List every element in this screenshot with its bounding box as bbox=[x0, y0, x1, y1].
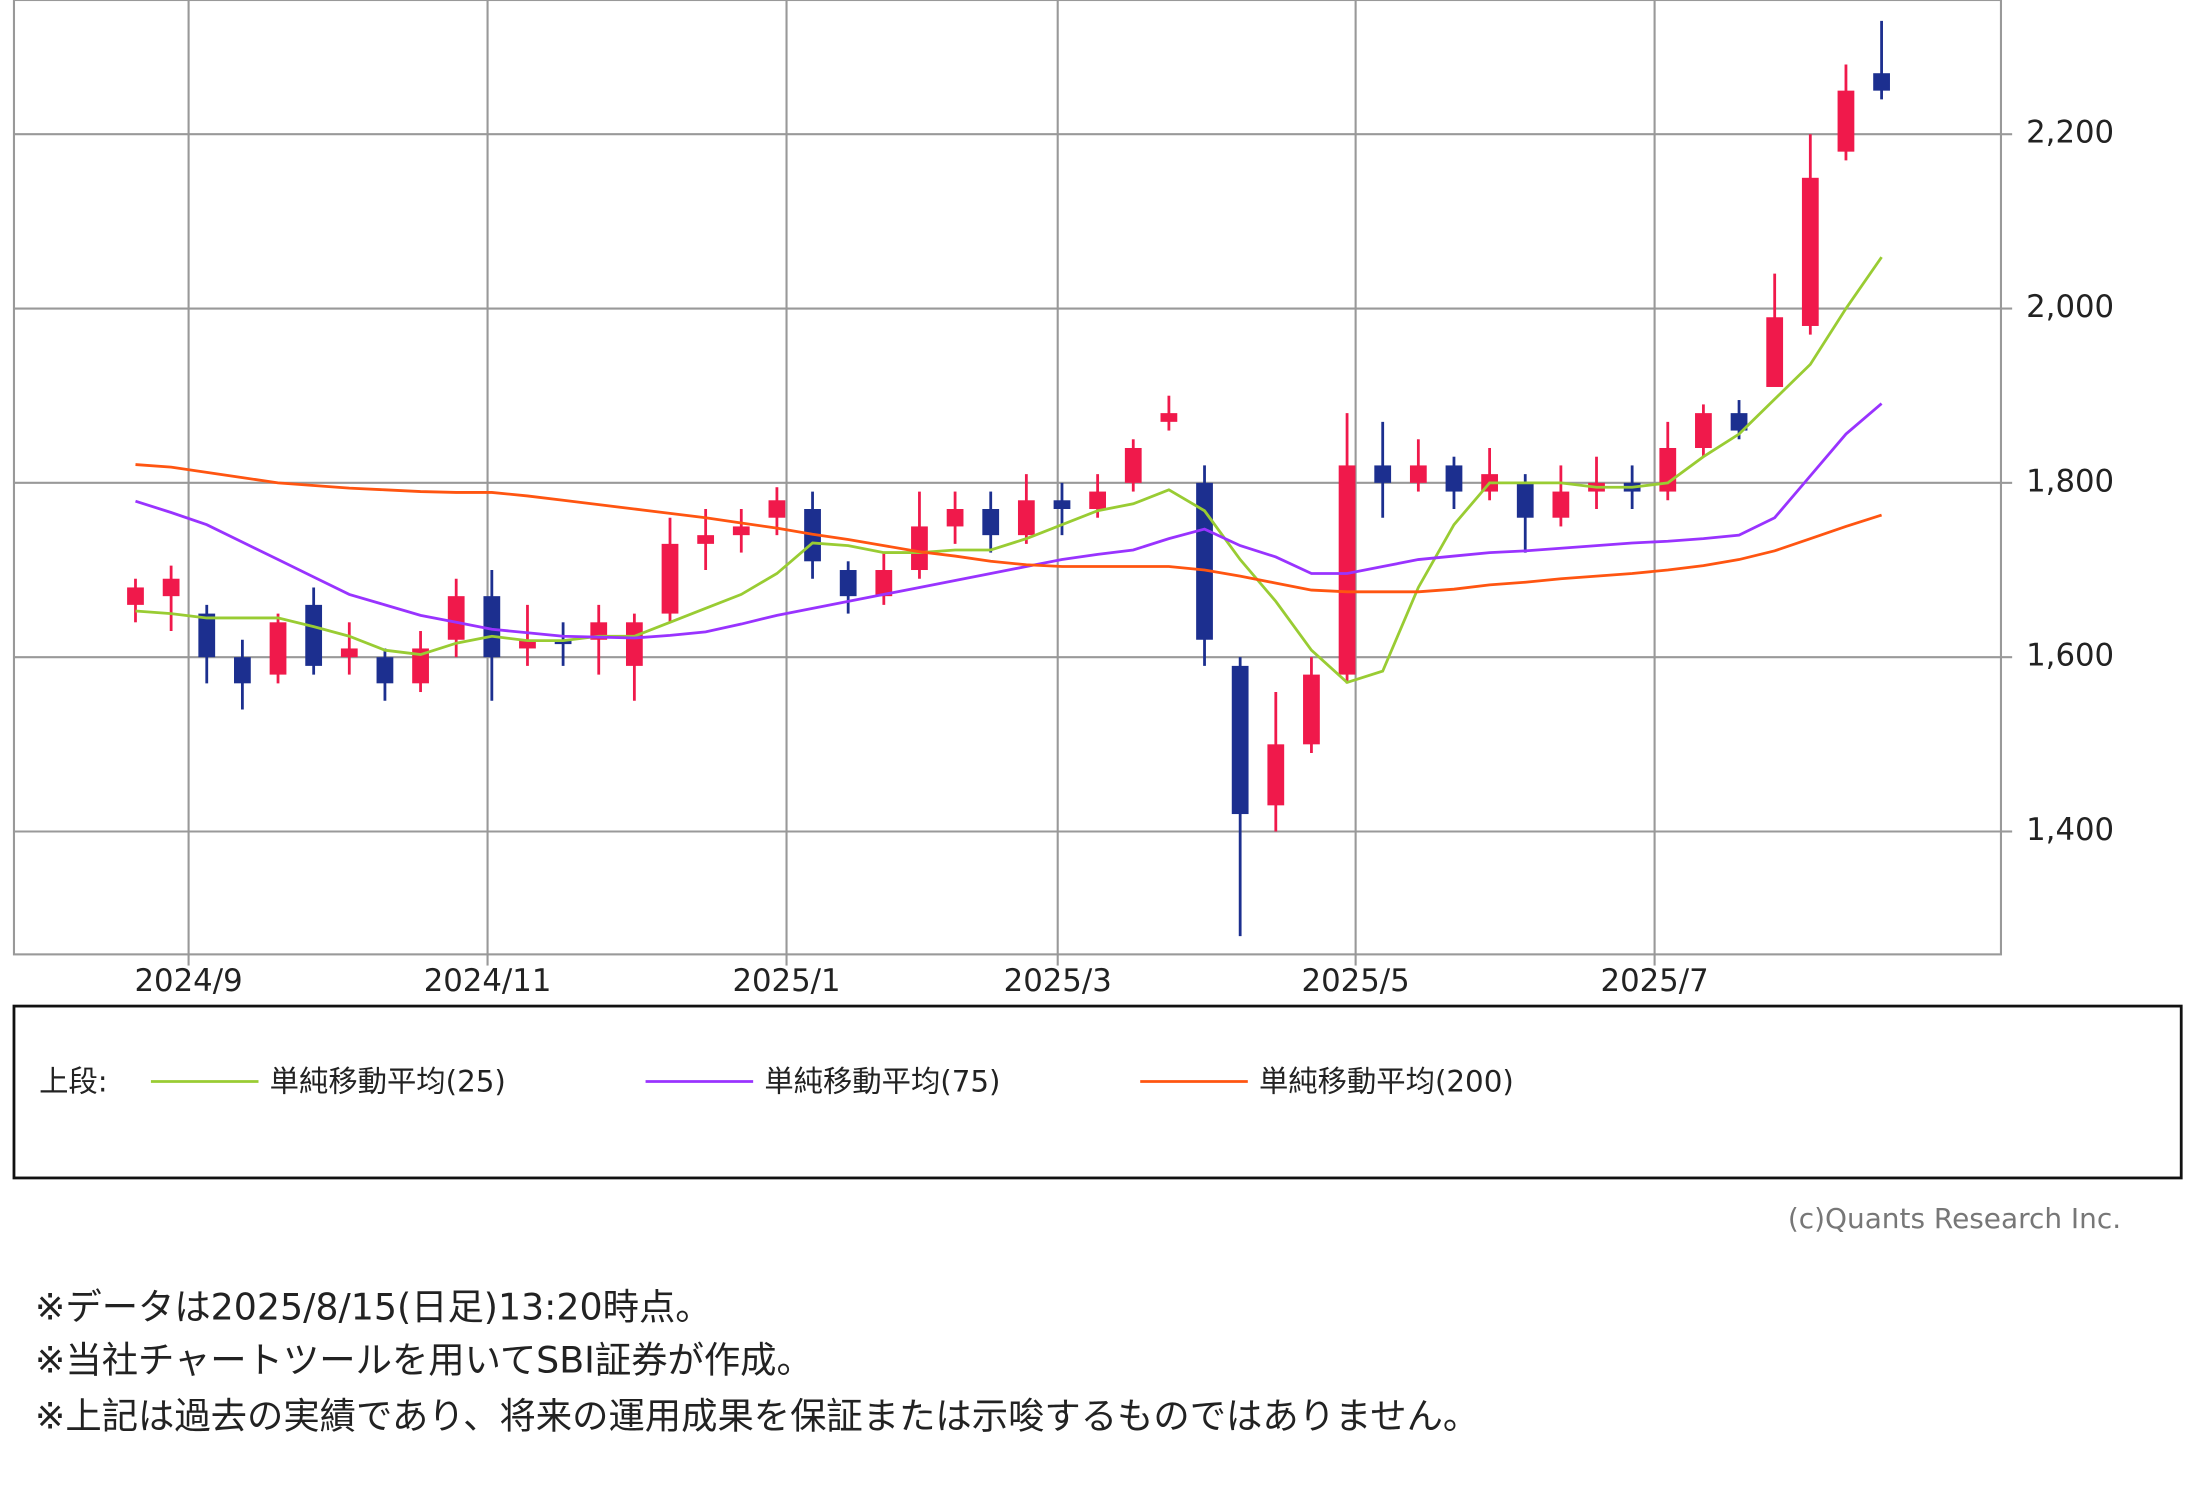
legend-label: 単純移動平均(25) bbox=[270, 1064, 506, 1098]
candle-body bbox=[127, 587, 144, 605]
candle-body bbox=[946, 509, 964, 527]
x-tick-label: 2025/1 bbox=[732, 963, 840, 999]
candle-body bbox=[1303, 674, 1320, 745]
y-tick-label: 1,800 bbox=[2026, 463, 2114, 499]
moving-average-line bbox=[135, 463, 1883, 594]
candle-body bbox=[447, 596, 465, 640]
candle-body bbox=[1017, 500, 1035, 536]
candle-body bbox=[269, 622, 287, 675]
candle-body bbox=[1766, 317, 1784, 387]
y-tick-label: 1,600 bbox=[2026, 638, 2114, 674]
candle-body bbox=[519, 639, 536, 649]
candle-body bbox=[625, 622, 643, 666]
y-tick-label: 2,000 bbox=[2026, 289, 2114, 325]
candle-body bbox=[1873, 73, 1890, 91]
x-tick-label: 2025/3 bbox=[1004, 963, 1112, 999]
y-tick-label: 1,400 bbox=[2026, 812, 2114, 848]
candle-body bbox=[1124, 447, 1142, 483]
candle-body bbox=[1801, 177, 1819, 326]
candle-body bbox=[661, 543, 679, 614]
candle-body bbox=[1516, 482, 1534, 518]
plot-area bbox=[12, 0, 2003, 956]
candle-body bbox=[1659, 447, 1677, 492]
candle-body bbox=[1089, 491, 1107, 510]
note: ※データは2025/8/15(日足)13:20時点。 bbox=[35, 1285, 712, 1328]
candle-body bbox=[1053, 500, 1071, 510]
candle-body bbox=[1196, 482, 1213, 640]
candle-body bbox=[1445, 465, 1463, 492]
candle-body bbox=[1231, 665, 1249, 815]
candle-body bbox=[697, 535, 715, 544]
candle-body bbox=[305, 604, 323, 666]
moving-average-line bbox=[135, 402, 1883, 640]
candle-body bbox=[483, 596, 501, 658]
candle-body bbox=[1160, 413, 1178, 422]
candle-body bbox=[234, 657, 251, 684]
note: ※上記は過去の実績であり、将来の運用成果を保証または示唆するものではありません。 bbox=[35, 1394, 1479, 1437]
candle-body bbox=[768, 500, 786, 518]
x-tick-label: 2025/5 bbox=[1302, 963, 1410, 999]
moving-average-line bbox=[135, 256, 1883, 685]
candle-body bbox=[1552, 491, 1570, 518]
candle-body bbox=[1837, 90, 1855, 152]
candle-body bbox=[839, 570, 857, 597]
candle-body bbox=[1267, 744, 1285, 806]
candle-body bbox=[732, 526, 750, 536]
candle-body bbox=[982, 509, 1000, 536]
candle-body bbox=[1695, 413, 1712, 448]
copyright: (c)Quants Research Inc. bbox=[1788, 1202, 2121, 1235]
x-tick-label: 2025/7 bbox=[1601, 963, 1709, 999]
legend-label: 単純移動平均(200) bbox=[1259, 1064, 1514, 1098]
candle-body bbox=[340, 648, 358, 658]
legend-title: 上段: bbox=[39, 1064, 108, 1098]
candle-body bbox=[412, 648, 429, 684]
candle-body bbox=[1409, 465, 1427, 483]
candle-body bbox=[162, 578, 180, 597]
x-tick-label: 2024/11 bbox=[424, 963, 552, 999]
candle-body bbox=[198, 613, 216, 658]
legend-label: 単純移動平均(75) bbox=[764, 1064, 1000, 1098]
candle-body bbox=[1374, 465, 1392, 483]
candle-body bbox=[875, 570, 893, 597]
note: ※当社チャートツールを用いてSBI証券が作成。 bbox=[35, 1338, 813, 1381]
x-tick-label: 2024/9 bbox=[135, 963, 243, 999]
candle-body bbox=[376, 657, 394, 684]
candle-body bbox=[1730, 413, 1748, 431]
candle-body bbox=[911, 526, 928, 571]
y-tick-label: 2,200 bbox=[2026, 115, 2114, 151]
candle-body bbox=[1338, 465, 1356, 675]
legend-box bbox=[12, 1004, 2183, 1180]
